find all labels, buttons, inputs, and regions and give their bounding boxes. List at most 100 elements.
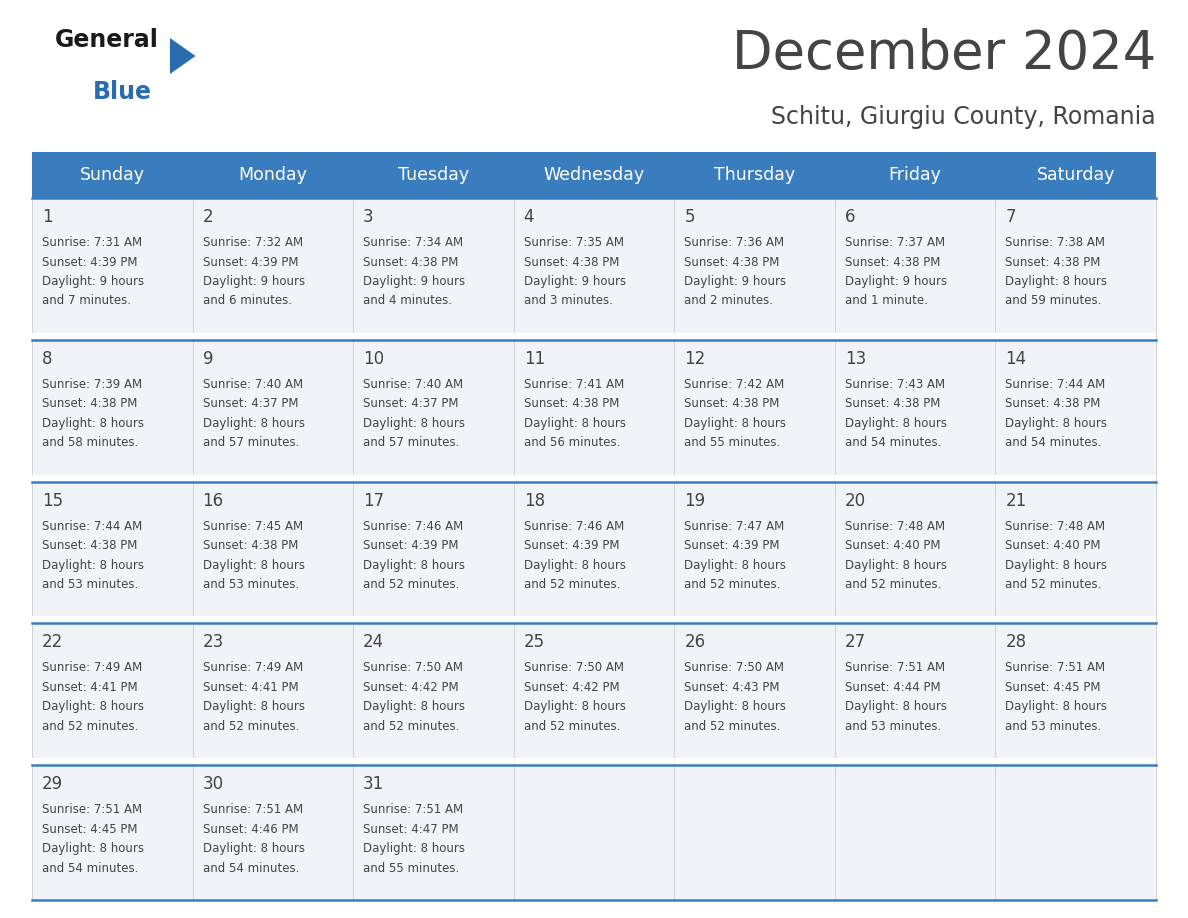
- Text: Sunrise: 7:51 AM: Sunrise: 7:51 AM: [1005, 661, 1106, 675]
- Text: Sunrise: 7:43 AM: Sunrise: 7:43 AM: [845, 378, 944, 391]
- Text: General: General: [55, 28, 159, 52]
- Text: Sunrise: 7:32 AM: Sunrise: 7:32 AM: [203, 236, 303, 249]
- Text: Daylight: 8 hours: Daylight: 8 hours: [524, 700, 626, 713]
- Text: Sunrise: 7:46 AM: Sunrise: 7:46 AM: [524, 520, 624, 532]
- Text: Daylight: 8 hours: Daylight: 8 hours: [684, 700, 786, 713]
- Text: Monday: Monday: [239, 166, 308, 184]
- Text: Sunset: 4:45 PM: Sunset: 4:45 PM: [1005, 681, 1101, 694]
- Bar: [192, 340, 353, 475]
- Text: Daylight: 8 hours: Daylight: 8 hours: [42, 558, 144, 572]
- Text: Tuesday: Tuesday: [398, 166, 469, 184]
- Text: Sunrise: 7:35 AM: Sunrise: 7:35 AM: [524, 236, 624, 249]
- Bar: [353, 198, 513, 333]
- Text: Sunset: 4:41 PM: Sunset: 4:41 PM: [203, 681, 298, 694]
- Text: Sunrise: 7:49 AM: Sunrise: 7:49 AM: [203, 661, 303, 675]
- Text: Sunset: 4:39 PM: Sunset: 4:39 PM: [684, 539, 779, 552]
- Text: Sunset: 4:41 PM: Sunset: 4:41 PM: [42, 681, 138, 694]
- Text: and 3 minutes.: and 3 minutes.: [524, 295, 613, 308]
- Bar: [996, 623, 1156, 758]
- Text: 26: 26: [684, 633, 706, 652]
- Bar: [32, 616, 1156, 623]
- Bar: [996, 340, 1156, 475]
- Text: Daylight: 8 hours: Daylight: 8 hours: [1005, 275, 1107, 288]
- Text: Sunrise: 7:44 AM: Sunrise: 7:44 AM: [42, 520, 143, 532]
- Bar: [835, 340, 996, 475]
- Text: Daylight: 8 hours: Daylight: 8 hours: [524, 558, 626, 572]
- Text: and 54 minutes.: and 54 minutes.: [42, 862, 138, 875]
- Text: Daylight: 8 hours: Daylight: 8 hours: [845, 558, 947, 572]
- Text: Daylight: 8 hours: Daylight: 8 hours: [203, 558, 304, 572]
- Text: Sunset: 4:39 PM: Sunset: 4:39 PM: [42, 255, 138, 268]
- Text: 10: 10: [364, 350, 384, 368]
- Text: and 52 minutes.: and 52 minutes.: [364, 578, 460, 591]
- Text: 30: 30: [203, 775, 223, 793]
- Bar: [675, 623, 835, 758]
- Text: Sunrise: 7:50 AM: Sunrise: 7:50 AM: [364, 661, 463, 675]
- Bar: [353, 152, 513, 198]
- Text: Daylight: 8 hours: Daylight: 8 hours: [684, 417, 786, 430]
- Text: 6: 6: [845, 208, 855, 226]
- Text: Sunset: 4:38 PM: Sunset: 4:38 PM: [42, 539, 138, 552]
- Text: Sunset: 4:39 PM: Sunset: 4:39 PM: [524, 539, 619, 552]
- Text: Daylight: 9 hours: Daylight: 9 hours: [42, 275, 144, 288]
- Bar: [353, 482, 513, 616]
- Bar: [192, 152, 353, 198]
- Text: and 53 minutes.: and 53 minutes.: [845, 720, 941, 733]
- Text: Sunrise: 7:49 AM: Sunrise: 7:49 AM: [42, 661, 143, 675]
- Bar: [32, 623, 192, 758]
- Text: and 1 minute.: and 1 minute.: [845, 295, 928, 308]
- Bar: [32, 152, 192, 198]
- Bar: [32, 766, 192, 900]
- Text: Blue: Blue: [93, 80, 152, 104]
- Text: Sunset: 4:40 PM: Sunset: 4:40 PM: [845, 539, 941, 552]
- Bar: [835, 766, 996, 900]
- Text: Daylight: 8 hours: Daylight: 8 hours: [203, 700, 304, 713]
- Bar: [835, 152, 996, 198]
- Text: 22: 22: [42, 633, 63, 652]
- Text: Sunset: 4:38 PM: Sunset: 4:38 PM: [1005, 255, 1101, 268]
- Bar: [192, 623, 353, 758]
- Bar: [513, 482, 675, 616]
- Text: Sunset: 4:42 PM: Sunset: 4:42 PM: [524, 681, 619, 694]
- Text: and 6 minutes.: and 6 minutes.: [203, 295, 291, 308]
- Text: Sunset: 4:38 PM: Sunset: 4:38 PM: [684, 255, 779, 268]
- Bar: [996, 482, 1156, 616]
- Bar: [675, 766, 835, 900]
- Text: 12: 12: [684, 350, 706, 368]
- Text: Sunrise: 7:36 AM: Sunrise: 7:36 AM: [684, 236, 784, 249]
- Text: Daylight: 8 hours: Daylight: 8 hours: [42, 700, 144, 713]
- Text: Sunset: 4:44 PM: Sunset: 4:44 PM: [845, 681, 941, 694]
- Bar: [353, 623, 513, 758]
- Text: Sunset: 4:47 PM: Sunset: 4:47 PM: [364, 823, 459, 835]
- Text: and 58 minutes.: and 58 minutes.: [42, 436, 138, 449]
- Text: Sunrise: 7:48 AM: Sunrise: 7:48 AM: [845, 520, 944, 532]
- Bar: [192, 482, 353, 616]
- Text: Daylight: 9 hours: Daylight: 9 hours: [524, 275, 626, 288]
- Text: 1: 1: [42, 208, 52, 226]
- Text: Sunrise: 7:51 AM: Sunrise: 7:51 AM: [845, 661, 944, 675]
- Text: and 52 minutes.: and 52 minutes.: [203, 720, 299, 733]
- Text: Daylight: 8 hours: Daylight: 8 hours: [42, 842, 144, 856]
- Text: Daylight: 8 hours: Daylight: 8 hours: [1005, 700, 1107, 713]
- Text: 29: 29: [42, 775, 63, 793]
- Text: 8: 8: [42, 350, 52, 368]
- Text: Sunrise: 7:37 AM: Sunrise: 7:37 AM: [845, 236, 944, 249]
- Text: 3: 3: [364, 208, 374, 226]
- Text: Daylight: 8 hours: Daylight: 8 hours: [203, 842, 304, 856]
- Text: and 54 minutes.: and 54 minutes.: [845, 436, 941, 449]
- Text: and 53 minutes.: and 53 minutes.: [42, 578, 138, 591]
- Text: and 52 minutes.: and 52 minutes.: [42, 720, 138, 733]
- Text: 20: 20: [845, 492, 866, 509]
- Bar: [835, 623, 996, 758]
- Text: 31: 31: [364, 775, 385, 793]
- Text: Sunrise: 7:46 AM: Sunrise: 7:46 AM: [364, 520, 463, 532]
- Text: Daylight: 8 hours: Daylight: 8 hours: [845, 700, 947, 713]
- Text: and 54 minutes.: and 54 minutes.: [203, 862, 299, 875]
- Bar: [675, 340, 835, 475]
- Text: and 52 minutes.: and 52 minutes.: [524, 720, 620, 733]
- Text: 7: 7: [1005, 208, 1016, 226]
- Text: 2: 2: [203, 208, 213, 226]
- Text: and 59 minutes.: and 59 minutes.: [1005, 295, 1101, 308]
- Text: Daylight: 8 hours: Daylight: 8 hours: [42, 417, 144, 430]
- Bar: [32, 482, 192, 616]
